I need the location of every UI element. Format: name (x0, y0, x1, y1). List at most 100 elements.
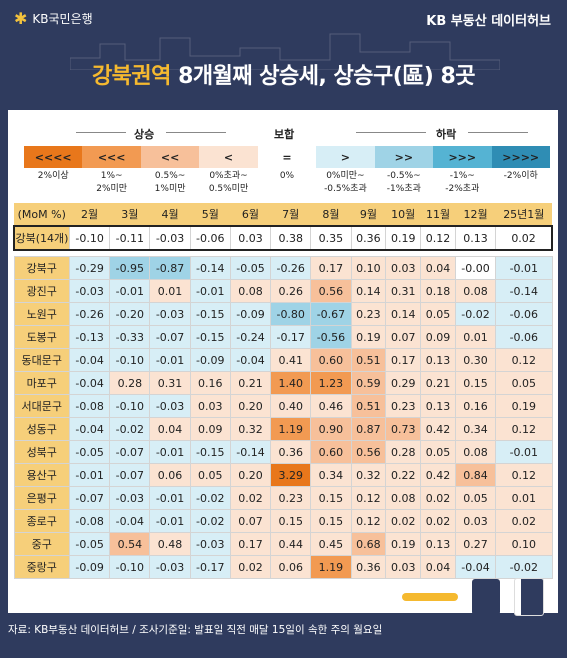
value-cell: -0.14 (229, 440, 272, 464)
value-cell: 0.12 (350, 509, 387, 533)
legend-label-1: 1%~ 2%미만 (82, 170, 140, 196)
district-name: 종로구 (13, 509, 70, 533)
value-cell: -0.04 (68, 348, 111, 372)
legend-bar-6: >> (374, 146, 434, 168)
value-cell: 0.02 (229, 486, 272, 510)
value-cell: -0.10 (109, 394, 151, 418)
value-cell: -0.26 (270, 256, 312, 280)
value-cell: -0.07 (109, 463, 151, 487)
star-icon: ✱ (14, 8, 28, 28)
value-cell: -0.01 (149, 509, 191, 533)
value-cell: 0.03 (189, 394, 231, 418)
month-header: 7월 (270, 203, 311, 227)
value-cell: -0.04 (68, 371, 111, 395)
legend-label-7: -1%~ -2%초과 (433, 170, 491, 196)
value-cell: -0.02 (454, 302, 497, 326)
value-cell: 0.03 (229, 225, 272, 251)
month-header: 2월 (69, 203, 110, 227)
row-spacer (14, 250, 552, 257)
value-cell: -0.03 (68, 279, 111, 303)
value-cell: -0.11 (109, 225, 151, 251)
value-cell: 0.15 (454, 371, 497, 395)
value-cell: 0.02 (229, 555, 272, 579)
value-cell: 0.03 (385, 555, 422, 579)
value-cell: 0.32 (350, 463, 387, 487)
value-cell: 0.12 (495, 417, 553, 441)
value-cell: 0.40 (270, 394, 312, 418)
legend-bar-0: <<<< (24, 146, 83, 168)
table-row: 동대문구 -0.04 -0.10 -0.01 -0.09 -0.04 0.41 0.60 0.5… (13, 348, 553, 372)
legend-label-line1: -1%~ (449, 171, 475, 181)
month-header: 4월 (149, 203, 191, 227)
value-cell: -0.07 (68, 486, 111, 510)
value-cell: -0.26 (68, 302, 111, 326)
value-cell: 0.13 (420, 394, 456, 418)
district-name: 강북구 (13, 256, 70, 280)
district-name: 성동구 (13, 417, 70, 441)
legend-bar-1: <<< (82, 146, 141, 168)
value-cell: -0.14 (495, 279, 553, 303)
legend-label-line1: -0.5%~ (387, 171, 421, 181)
value-cell: -0.03 (149, 225, 191, 251)
legend-labels: 2%이상 1%~ 2%미만 0.5%~ 1%미만 0%초과~ 0.5%미만 0% 0%미만~ -0… (24, 170, 550, 196)
value-cell: 0.23 (350, 302, 387, 326)
value-cell: 3.29 (270, 463, 312, 487)
value-cell: 0.38 (270, 225, 312, 251)
district-name: 강북(14개) (13, 225, 70, 251)
legend-down: 하락 (436, 128, 457, 141)
value-cell: -0.03 (149, 302, 191, 326)
source-note: 자료: KB부동산 데이터허브 / 조사기준일: 발표일 직전 매달 15일이 … (8, 624, 383, 636)
legend-label-8: -2%이하 (492, 170, 550, 196)
city-skyline-icon (70, 33, 500, 70)
value-cell: 0.02 (495, 225, 554, 251)
table-body: 강북(14개) -0.10 -0.11 -0.03 -0.06 0.03 0.38 0.35 0… (13, 225, 554, 579)
legend-up: 상승 (134, 128, 155, 141)
table-row: 강북구 -0.29 -0.95 -0.87 -0.14 -0.05 -0.26 0.17 0.1… (13, 256, 553, 280)
month-header: 9월 (351, 203, 386, 227)
value-cell: -0.08 (68, 394, 111, 418)
value-cell: 1.19 (310, 555, 352, 579)
legend-bar-8: >>>> (491, 146, 550, 168)
value-cell: 0.04 (420, 256, 456, 280)
value-cell: 0.01 (495, 486, 553, 510)
value-cell: -0.33 (109, 325, 151, 349)
month-header: 10월 (385, 203, 421, 227)
legend-label-line1: 2%이상 (37, 171, 69, 181)
legend-label-line1: 0% (279, 171, 295, 181)
value-cell: -0.01 (189, 279, 231, 303)
value-cell: 0.21 (420, 371, 456, 395)
value-cell: -0.02 (495, 555, 553, 579)
value-cell: -0.56 (310, 325, 352, 349)
value-cell: 0.04 (420, 555, 456, 579)
page-thumb-1[interactable] (472, 579, 500, 615)
month-header: 25년1월 (495, 203, 552, 227)
legend-bar-5: > (316, 146, 375, 168)
value-cell: 0.48 (149, 532, 191, 556)
value-cell: 0.18 (420, 279, 456, 303)
value-cell: -0.00 (454, 256, 497, 280)
pager-indicator[interactable] (402, 593, 458, 601)
down-line-right (468, 132, 528, 133)
value-cell: -0.14 (189, 256, 231, 280)
value-cell: 0.42 (420, 463, 456, 487)
value-cell: 0.56 (350, 440, 387, 464)
value-cell: -0.24 (229, 325, 272, 349)
content-card: 상승 보합 하락 <<<< <<< << < = > >> >>> >>>> 2%이상 1%~ 2%… (8, 110, 558, 613)
legend-label-4: 0% (258, 170, 316, 196)
district-name: 용산구 (13, 463, 70, 487)
value-cell: -0.67 (310, 302, 352, 326)
month-header: 5월 (190, 203, 231, 227)
value-cell: 0.22 (385, 463, 422, 487)
value-cell: 0.10 (350, 256, 387, 280)
page-thumb-2[interactable] (514, 578, 544, 616)
district-name: 도봉구 (13, 325, 70, 349)
value-cell: 0.30 (454, 348, 497, 372)
legend-label-line1: 0%미만~ (326, 171, 365, 181)
value-cell: 0.51 (350, 394, 387, 418)
value-cell: 0.45 (310, 532, 352, 556)
value-cell: 0.02 (385, 509, 422, 533)
value-cell: -0.05 (68, 440, 111, 464)
value-cell: 0.12 (495, 348, 553, 372)
legend: 상승 보합 하락 <<<< <<< << < = > >> >>> >>>> 2%이상 1%~ 2%… (16, 120, 550, 200)
legend-label-3: 0%초과~ 0.5%미만 (199, 170, 257, 196)
